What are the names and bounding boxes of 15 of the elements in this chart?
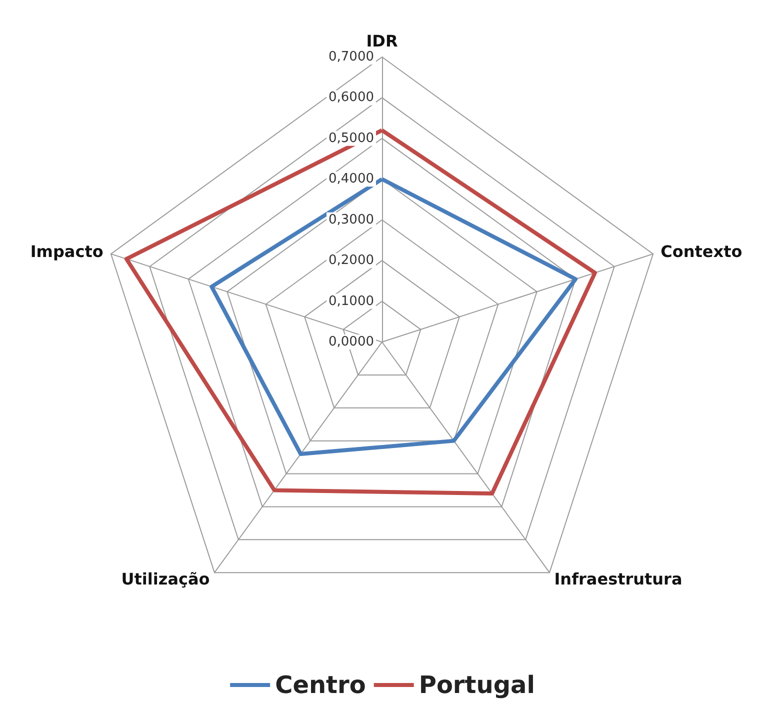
spoke-label: Contexto	[660, 242, 742, 261]
y-tick-label: 0,2000	[328, 253, 374, 268]
y-tick-label: 0,0000	[328, 334, 374, 350]
spoke-label: Impacto	[30, 242, 104, 261]
spoke-label: Infraestrutura	[554, 570, 682, 589]
spoke-label: Utilização	[121, 570, 210, 589]
y-tick-label: 0,7000	[328, 50, 374, 64]
y-tick-label: 0,5000	[328, 130, 374, 146]
y-tick-label: 0,1000	[328, 294, 374, 309]
y-tick-label: 0,6000	[328, 90, 374, 106]
legend-label: Centro	[275, 671, 366, 699]
y-tick-label: 0,3000	[328, 212, 374, 228]
spoke-label: IDR	[366, 32, 398, 50]
y-tick-label: 0,4000	[328, 172, 374, 187]
legend-label: Portugal	[418, 671, 535, 699]
